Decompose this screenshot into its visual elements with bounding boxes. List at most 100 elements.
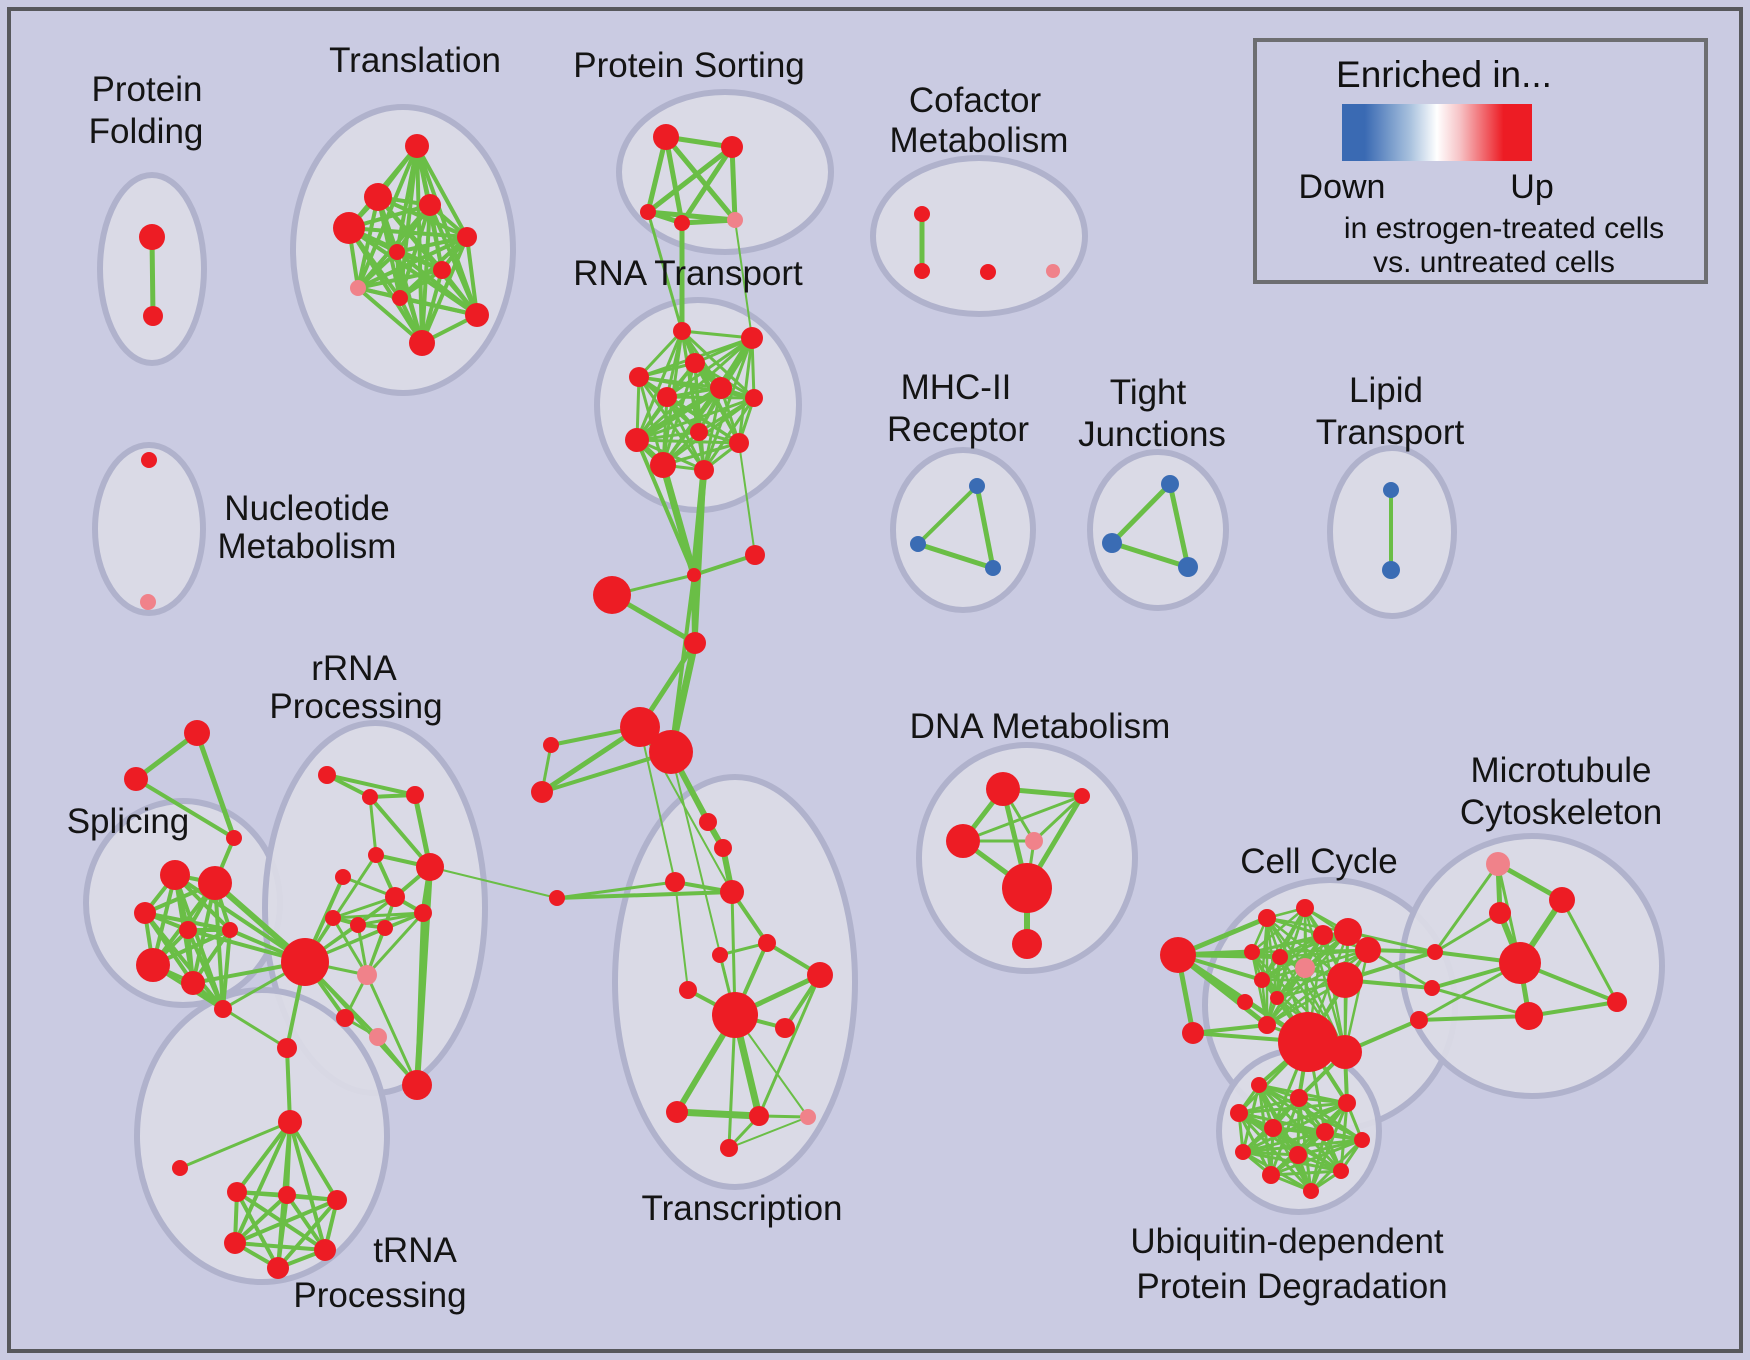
cluster-label-cell-cycle: Cell Cycle (1240, 842, 1398, 881)
cluster-label-mhc-1: MHC-II (901, 368, 1012, 407)
node-u10 (1262, 1166, 1280, 1184)
node-ps2 (721, 136, 743, 158)
edge-tr1-tr6 (233, 1120, 292, 1245)
node-j3 (1410, 1011, 1428, 1029)
edge-u7-u10 (1269, 1138, 1364, 1177)
edge-ps4-ps5 (679, 217, 738, 226)
edge-cc4-cc6 (1250, 933, 1325, 954)
edge-r7-r11 (661, 396, 756, 467)
legend-up-label: Up (1510, 168, 1554, 206)
node-mt6 (1607, 992, 1627, 1012)
legend: Enriched in... Down Up in estrogen-treat… (1253, 38, 1708, 284)
edge-cc5-cc15 (1343, 948, 1370, 1054)
edge-u4-u8 (1241, 1101, 1349, 1154)
node-s4 (160, 860, 190, 890)
node-x7 (807, 962, 833, 988)
cluster-label-microtubule-1: Microtubule (1471, 751, 1652, 790)
edge-r4-r12 (637, 375, 706, 472)
edge-ps3-r1 (646, 210, 684, 333)
edge-u2-u3 (1237, 1096, 1301, 1115)
node-s10 (181, 971, 205, 995)
edge-ccsat-cc13 (1191, 1023, 1269, 1035)
node-x5 (712, 947, 728, 963)
node-mt1 (1486, 852, 1510, 876)
node-rp16 (369, 1028, 387, 1046)
edge-rp11-rp14 (415, 911, 425, 1087)
node-t10 (465, 303, 489, 327)
edge-j2-mt5 (1430, 986, 1531, 1018)
node-u12 (1303, 1183, 1319, 1199)
node-k8 (531, 781, 553, 803)
node-t6 (389, 244, 405, 260)
node-u4 (1338, 1094, 1356, 1112)
node-ps1 (653, 124, 679, 150)
cluster-label-ubiquitin-2: Protein Degradation (1136, 1267, 1447, 1306)
edge-rp8-rp11 (331, 911, 425, 920)
edge-d2-d4 (1032, 794, 1084, 843)
edge-t6-t8 (356, 250, 399, 290)
cluster-label-lipid-1: Lipid (1349, 371, 1423, 410)
edge-r1-r9 (635, 329, 684, 442)
node-d3 (946, 824, 980, 858)
node-ps3 (640, 204, 656, 220)
edge-tj1-tj3 (1167, 481, 1191, 570)
edge-x13-x14 (728, 1116, 809, 1149)
node-pf2 (143, 306, 163, 326)
cluster-label-trna-2: Processing (293, 1276, 466, 1315)
edge-r2-r10 (737, 336, 754, 445)
edge-k5-x3 (639, 726, 676, 883)
edge-ps2-ps3 (645, 144, 735, 215)
node-r10 (729, 433, 749, 453)
edge-t6-t11 (395, 250, 424, 345)
cluster-label-nucleotide-1: Nucleotide (224, 489, 389, 528)
edge-tr4-tr6 (233, 1193, 289, 1245)
node-n2 (140, 594, 156, 610)
edge-u10-u11 (1269, 1169, 1343, 1177)
node-tr4 (278, 1186, 296, 1204)
node-lp2 (1382, 561, 1400, 579)
node-t7 (433, 261, 451, 279)
edge-t5-t6 (395, 235, 469, 254)
node-x14 (720, 1139, 738, 1157)
edge-cc3-cc13 (1265, 930, 1350, 1027)
node-cc14 (1278, 1012, 1338, 1072)
node-d1 (986, 772, 1020, 806)
edge-rp13-rp14 (365, 973, 419, 1087)
node-k6 (649, 730, 693, 774)
edge-r7-r12 (702, 396, 756, 472)
edge-m1-m3 (974, 483, 996, 571)
node-t3 (419, 194, 441, 216)
edge-m2-m3 (915, 541, 996, 571)
cluster-label-transcription: Transcription (642, 1189, 843, 1228)
node-t9 (392, 290, 408, 306)
cluster-label-trna-1: tRNA (373, 1231, 457, 1270)
node-tr7 (314, 1239, 336, 1261)
edge-rp6-k9 (429, 866, 558, 899)
node-k3 (593, 576, 631, 614)
edge-tj1-tj2 (1109, 481, 1173, 546)
node-u9 (1289, 1146, 1307, 1164)
node-k2 (745, 545, 765, 565)
node-s5 (198, 866, 232, 900)
node-d2 (1074, 788, 1090, 804)
node-rp9 (350, 917, 366, 933)
node-r1 (673, 322, 691, 340)
edge-r10-r11 (661, 441, 741, 467)
edge-d2-d3 (961, 794, 1084, 843)
node-cc7 (1272, 949, 1288, 965)
cluster-label-dna-metabolism: DNA Metabolism (910, 707, 1171, 746)
node-m3 (985, 560, 1001, 576)
node-r3 (685, 353, 705, 373)
node-x13 (800, 1109, 816, 1125)
node-t11 (409, 330, 435, 356)
node-m1 (969, 478, 985, 494)
edge-ps1-ps5 (663, 134, 738, 223)
node-cc1 (1258, 909, 1276, 927)
node-rp17 (277, 1038, 297, 1058)
cluster-tight-junctions (1087, 449, 1229, 611)
node-lp1 (1383, 482, 1399, 498)
edge-k9-x4 (555, 890, 734, 900)
edge-mt2-mt6 (1560, 898, 1619, 1004)
node-r9 (625, 428, 649, 452)
node-cc12 (1270, 991, 1284, 1005)
